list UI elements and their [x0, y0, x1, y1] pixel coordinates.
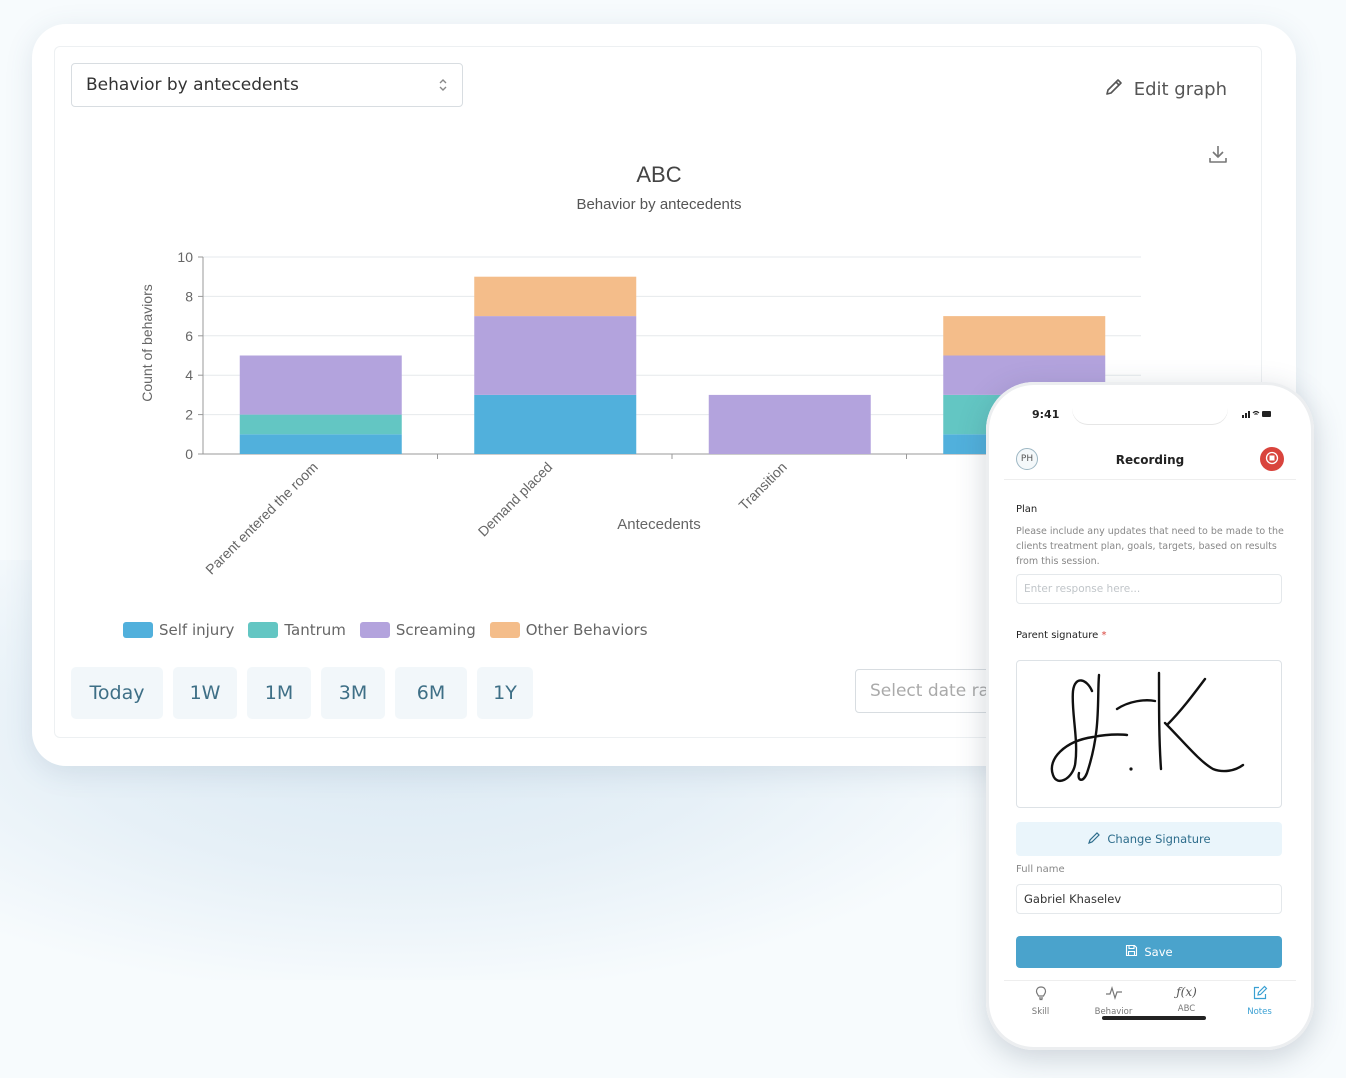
- avatar[interactable]: PH: [1016, 448, 1038, 470]
- phone-screen: 9:41 PH Recording Plan Please include an…: [1004, 394, 1296, 1032]
- save-button[interactable]: Save: [1016, 936, 1282, 968]
- legend-item[interactable]: Screaming: [359, 621, 476, 639]
- required-mark: *: [1101, 630, 1107, 641]
- legend-label: Tantrum: [284, 621, 346, 639]
- tab-abc-label: ABC: [1177, 1004, 1196, 1014]
- bar-segment: [708, 394, 871, 454]
- bar-segment: [474, 316, 637, 395]
- pulse-icon: [1105, 985, 1123, 1004]
- plan-response-placeholder: Enter response here...: [1024, 583, 1141, 595]
- edit-graph-button[interactable]: Edit graph: [1104, 77, 1227, 102]
- stop-recording-button[interactable]: [1260, 447, 1284, 471]
- full-name-label: Full name: [1016, 864, 1065, 875]
- x-tick-label: Demand placed: [475, 459, 556, 540]
- chart-title: ABC: [636, 162, 681, 187]
- legend-label: Other Behaviors: [525, 621, 648, 639]
- phone-mockup: 9:41 PH Recording Plan Please include an…: [986, 382, 1314, 1050]
- x-axis-label: Antecedents: [617, 516, 700, 533]
- tab-notes[interactable]: Notes: [1223, 981, 1296, 1022]
- bar-segment: [239, 355, 402, 415]
- y-axis-label: Count of behaviors: [139, 284, 155, 402]
- signature-pad[interactable]: [1016, 660, 1282, 808]
- stop-icon: [1265, 450, 1279, 469]
- full-name-field[interactable]: Gabriel Khaselev: [1016, 884, 1282, 914]
- plan-label: Plan: [1016, 504, 1038, 515]
- tab-skill[interactable]: Skill: [1004, 981, 1077, 1022]
- parent-signature-text: Parent signature: [1016, 630, 1099, 641]
- legend-item[interactable]: Self injury: [123, 621, 234, 639]
- pencil-icon: [1087, 831, 1101, 848]
- download-icon[interactable]: [1207, 143, 1229, 169]
- tab-behavior-label: Behavior: [1094, 1007, 1133, 1017]
- home-indicator: [1102, 1016, 1206, 1020]
- range-button-1y[interactable]: 1Y: [477, 667, 533, 719]
- bottom-tab-bar: Skill Behavior ƒ(x) ABC Notes: [1004, 980, 1296, 1022]
- date-range-placeholder: Select date ra: [870, 681, 989, 701]
- chart-legend: Self injury Tantrum Screaming Other Behavio…: [123, 621, 648, 639]
- pencil-icon: [1104, 77, 1124, 102]
- change-signature-label: Change Signature: [1107, 832, 1211, 846]
- legend-label: Self injury: [159, 621, 235, 639]
- full-name-value: Gabriel Khaselev: [1024, 892, 1122, 906]
- function-icon: ƒ(x): [1176, 985, 1197, 999]
- parent-signature-label: Parent signature *: [1016, 630, 1106, 641]
- edit-graph-label: Edit graph: [1133, 79, 1227, 100]
- range-button-3m[interactable]: 3M: [321, 667, 385, 719]
- range-button-1m[interactable]: 1M: [247, 667, 311, 719]
- range-button-today[interactable]: Today: [71, 667, 163, 719]
- bar-segment: [239, 434, 402, 454]
- phone-notch: [1072, 394, 1228, 424]
- legend-label: Screaming: [395, 621, 476, 639]
- bar-segment: [474, 276, 637, 317]
- legend-swatch: [359, 622, 390, 638]
- range-button-1w[interactable]: 1W: [173, 667, 237, 719]
- signature-drawing: [1050, 671, 1245, 782]
- stacked-bar-chart: ABC Behavior by antecedents Antecedents …: [139, 162, 1142, 578]
- legend-swatch: [248, 622, 279, 638]
- bar-segment: [943, 316, 1106, 356]
- legend-item[interactable]: Other Behaviors: [489, 621, 648, 639]
- chart-subtitle: Behavior by antecedents: [576, 196, 741, 213]
- save-icon: [1125, 944, 1138, 960]
- legend-swatch: [123, 622, 153, 638]
- y-tick-label: 10: [177, 249, 193, 265]
- tab-abc[interactable]: ƒ(x) ABC: [1150, 981, 1223, 1022]
- bar-segment: [474, 394, 637, 454]
- tab-behavior[interactable]: Behavior: [1077, 981, 1150, 1022]
- recording-title: Recording: [1115, 452, 1185, 467]
- y-tick-label: 2: [185, 407, 193, 423]
- range-button-6m[interactable]: 6M: [395, 667, 467, 719]
- recording-header: PH Recording: [1004, 440, 1296, 480]
- y-tick-label: 6: [185, 328, 193, 344]
- legend-item[interactable]: Tantrum: [248, 621, 346, 639]
- change-signature-button[interactable]: Change Signature: [1016, 822, 1282, 856]
- battery-icon: [1242, 409, 1272, 422]
- status-time: 9:41: [1032, 408, 1060, 421]
- graph-type-select-value: Behavior by antecedents: [86, 75, 299, 95]
- y-tick-label: 4: [185, 367, 193, 383]
- bar-segment: [239, 414, 402, 435]
- edit-icon: [1252, 985, 1268, 1004]
- legend-swatch: [489, 622, 520, 638]
- graph-panel: Behavior by antecedents Edit graph ABC B…: [54, 46, 1262, 738]
- x-tick-label: Parent entered the room: [202, 459, 321, 578]
- graph-type-select[interactable]: Behavior by antecedents: [71, 63, 463, 107]
- tab-skill-label: Skill: [1031, 1007, 1050, 1017]
- x-tick-label: Transition: [735, 459, 789, 513]
- y-tick-label: 0: [185, 446, 193, 462]
- save-label: Save: [1144, 945, 1173, 959]
- chevron-updown-icon: [438, 77, 448, 93]
- date-range-buttons: Today 1W 1M 3M 6M 1Y: [71, 667, 533, 719]
- lightbulb-icon: [1033, 985, 1049, 1004]
- y-tick-label: 8: [185, 288, 193, 304]
- plan-response-input[interactable]: Enter response here...: [1016, 574, 1282, 604]
- tab-notes-label: Notes: [1247, 1007, 1272, 1017]
- plan-help-text: Please include any updates that need to …: [1016, 526, 1284, 567]
